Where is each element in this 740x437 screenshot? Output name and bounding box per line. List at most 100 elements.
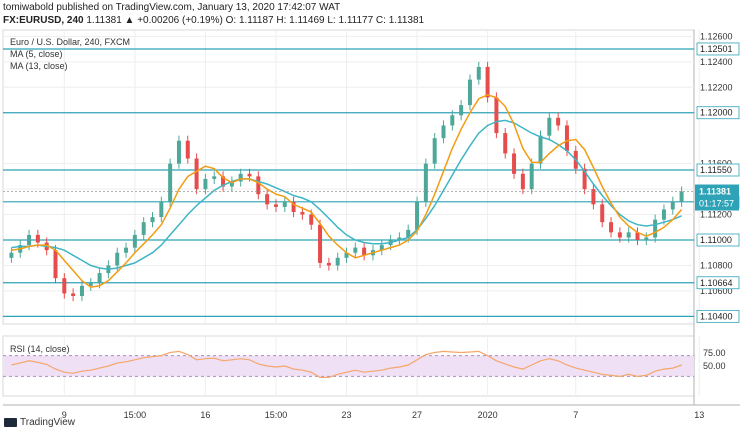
candle-up <box>212 176 217 179</box>
tradingview-logo-icon <box>4 418 17 427</box>
candle-up <box>159 201 164 218</box>
y-tick-label: 1.10800 <box>700 260 733 270</box>
candle-up <box>168 163 173 202</box>
current-price-tag <box>695 184 739 211</box>
ohlc-readout: 1.11381 ▲ +0.00206 (+0.19%) O: 1.11187 H… <box>86 15 425 26</box>
candle-down <box>326 262 331 266</box>
candle-down <box>635 232 640 240</box>
level-label: 1.11550 <box>700 165 732 175</box>
candle-up <box>88 283 93 286</box>
candle-down <box>53 250 58 279</box>
publish-info: tomiwabold published on TradingView.com,… <box>3 2 341 13</box>
rsi-tick-label: 50.00 <box>703 361 726 371</box>
level-label: 1.10400 <box>700 311 733 321</box>
candle-up <box>476 66 481 80</box>
level-label: 1.11000 <box>700 235 732 245</box>
y-tick-label: 1.12600 <box>700 31 733 41</box>
candle-down <box>318 224 323 263</box>
rsi-legend[interactable]: RSI (14, close) <box>10 344 70 354</box>
candle-up <box>9 252 14 258</box>
candle-up <box>406 229 411 238</box>
ma5-legend[interactable]: MA (5, close) <box>10 49 63 59</box>
candle-up <box>79 285 84 296</box>
candle-down <box>617 232 622 238</box>
candle-up <box>27 234 32 246</box>
candle-up <box>661 209 666 220</box>
level-label-box <box>696 163 740 177</box>
candle-up <box>547 117 552 136</box>
rsi-line <box>11 350 682 378</box>
y-tick-label: 1.12400 <box>700 57 733 67</box>
candle-up <box>467 79 472 106</box>
price-pane <box>2 29 695 325</box>
candle-up <box>459 105 464 116</box>
x-tick-label: 15:00 <box>124 410 147 420</box>
candle-down <box>71 293 76 296</box>
level-label-box <box>696 106 740 120</box>
y-tick-label: 1.12200 <box>700 82 733 92</box>
candle-up <box>397 237 402 240</box>
tradingview-footer: TradingView <box>4 417 75 428</box>
candle-up <box>238 173 243 182</box>
candle-up <box>124 247 129 253</box>
candle-up <box>670 201 675 210</box>
x-tick-label: 13 <box>694 410 704 420</box>
level-label-box <box>696 309 740 323</box>
x-tick-label: 16 <box>200 410 210 420</box>
candle-up <box>538 135 543 164</box>
candle-up <box>379 245 384 251</box>
chart-header: tomiwabold published on TradingView.com,… <box>0 0 740 28</box>
candle-up <box>150 217 155 223</box>
candle-countdown: 01:17:57 <box>699 199 734 209</box>
candle-up <box>176 140 181 164</box>
candle-down <box>309 214 314 225</box>
candle-down <box>221 176 226 187</box>
candle-up <box>353 247 358 253</box>
x-tick-label: 9 <box>62 410 67 420</box>
x-tick-label: 7 <box>573 410 578 420</box>
x-tick-label: 15:00 <box>265 410 288 420</box>
candle-down <box>300 212 305 215</box>
candle-up <box>450 115 455 126</box>
level-label-box <box>696 276 740 290</box>
candle-down <box>256 176 261 195</box>
level-label: 1.12000 <box>700 108 733 118</box>
candle-up <box>644 237 649 240</box>
candle-up <box>415 201 420 230</box>
symbol-ohlc-line: FX:EURUSD, 240 1.11381 ▲ +0.00206 (+0.19… <box>3 15 424 26</box>
candle-up <box>97 273 102 284</box>
level-label-box <box>696 233 740 247</box>
x-tick-label: 27 <box>412 410 422 420</box>
candle-down <box>273 204 278 207</box>
candle-up <box>344 252 349 258</box>
candle-down <box>265 194 270 205</box>
candle-down <box>600 204 605 223</box>
candle-down <box>520 173 525 190</box>
x-tick-label: 2020 <box>478 410 498 420</box>
candle-down <box>62 278 67 294</box>
candle-up <box>335 257 340 266</box>
candle-up <box>132 234 137 248</box>
brand-label: TradingView <box>20 417 76 428</box>
candle-down <box>609 222 614 233</box>
y-tick-label: 1.11200 <box>700 210 732 220</box>
level-label-box <box>696 42 740 56</box>
candle-down <box>582 168 587 190</box>
candle-down <box>503 133 508 154</box>
candle-down <box>564 125 569 151</box>
ma13-legend[interactable]: MA (13, close) <box>10 61 68 71</box>
symbol-label: FX:EURUSD, 240 <box>3 15 84 26</box>
instrument-legend: Euro / U.S. Dollar, 240, FXCM <box>10 37 131 47</box>
candle-down <box>247 173 252 177</box>
level-label: 1.12501 <box>700 44 733 54</box>
rsi-band <box>3 355 694 377</box>
candle-down <box>512 153 517 174</box>
candle-down <box>494 97 499 134</box>
candle-up <box>679 191 684 202</box>
candle-down <box>556 117 561 126</box>
rsi-tick-label: 75.00 <box>703 348 726 358</box>
candle-up <box>653 219 658 238</box>
candle-up <box>229 181 234 187</box>
candle-up <box>626 232 631 238</box>
